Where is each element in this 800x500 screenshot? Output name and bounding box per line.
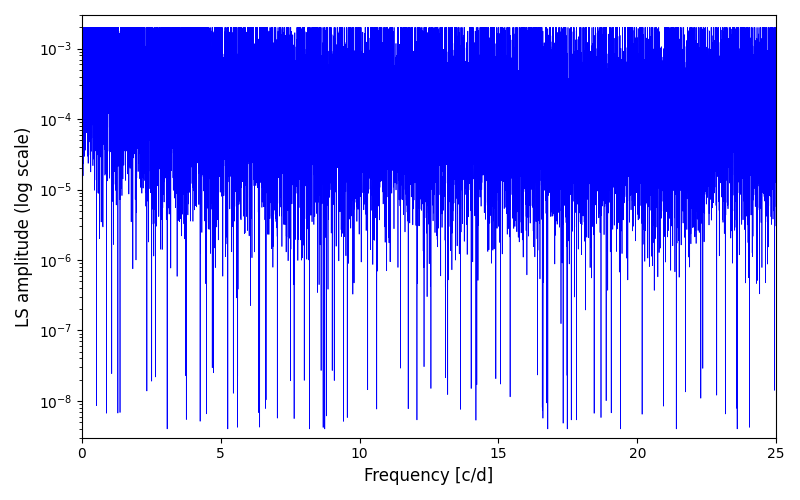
Y-axis label: LS amplitude (log scale): LS amplitude (log scale) (15, 126, 33, 326)
X-axis label: Frequency [c/d]: Frequency [c/d] (364, 467, 494, 485)
